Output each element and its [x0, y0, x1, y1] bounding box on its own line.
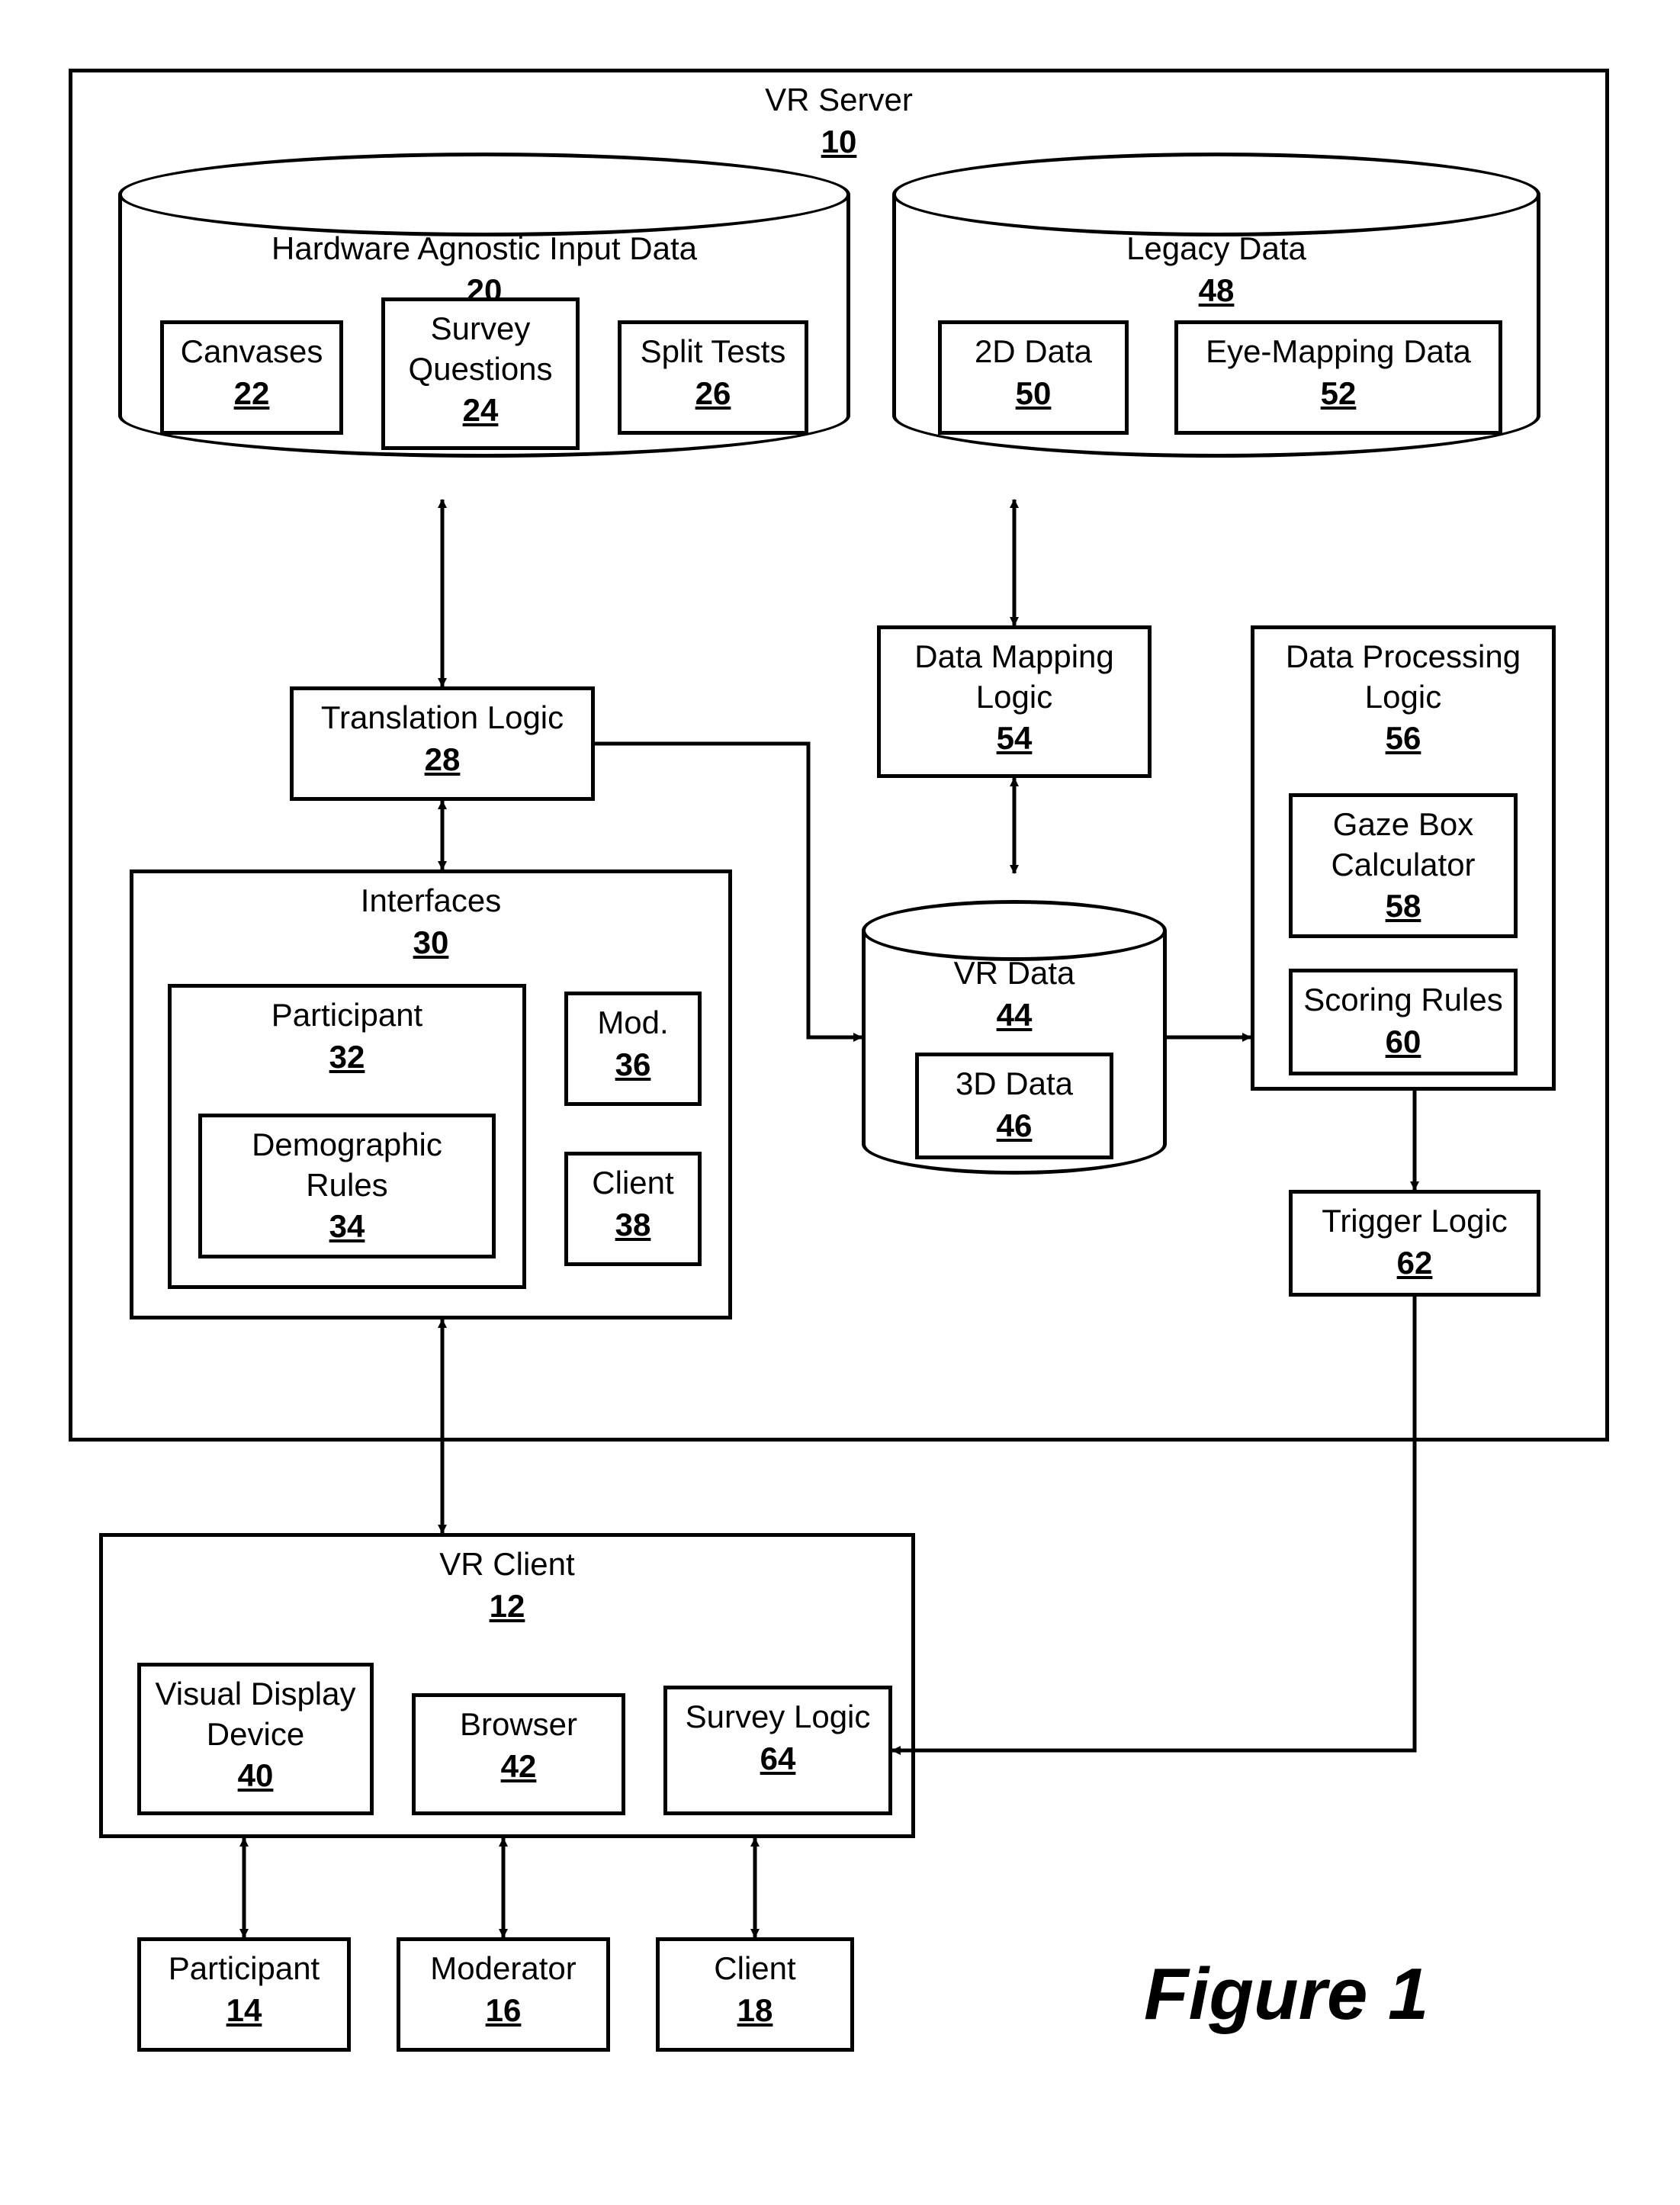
box-label: DemographicRules	[202, 1125, 492, 1205]
box-label: Scoring Rules	[1293, 980, 1514, 1021]
box-number: 32	[172, 1039, 522, 1075]
box-label: Eye-Mapping Data	[1178, 332, 1499, 372]
diagram-canvas: VR Server10Hardware Agnostic Input Data2…	[0, 0, 1680, 2205]
box-label: Participant	[172, 995, 522, 1036]
figure-label: Figure 1	[1144, 1953, 1428, 2036]
box-label: Hardware Agnostic Input Data	[118, 229, 850, 269]
hw_agnostic-title: Hardware Agnostic Input Data20	[118, 229, 850, 309]
box-number: 38	[568, 1207, 698, 1243]
box-number: 10	[72, 124, 1605, 160]
box-number: 60	[1293, 1024, 1514, 1060]
box-label: Canvases	[164, 332, 339, 372]
box-label: Data ProcessingLogic	[1254, 637, 1552, 717]
box-label: 3D Data	[919, 1064, 1110, 1104]
box-number: 56	[1254, 720, 1552, 757]
box-label: Legacy Data	[892, 229, 1540, 269]
d3-box: 3D Data46	[915, 1053, 1113, 1159]
box-number: 48	[892, 272, 1540, 309]
box-number: 46	[919, 1107, 1110, 1144]
box-number: 50	[942, 375, 1125, 412]
box-label: SurveyQuestions	[385, 309, 576, 389]
box-number: 42	[416, 1748, 622, 1785]
gaze_box-box: Gaze BoxCalculator58	[1289, 793, 1518, 938]
demo_rules-box: DemographicRules34	[198, 1114, 496, 1258]
moderator-box: Moderator16	[397, 1937, 610, 2052]
box-number: 16	[400, 1992, 606, 2029]
box-label: Trigger Logic	[1293, 1201, 1537, 1242]
scoring-box: Scoring Rules60	[1289, 969, 1518, 1075]
box-number: 24	[385, 392, 576, 429]
box-label: 2D Data	[942, 332, 1125, 372]
box-label: Split Tests	[622, 332, 805, 372]
box-number: 34	[202, 1208, 492, 1245]
box-number: 64	[667, 1741, 888, 1777]
box-label: Gaze BoxCalculator	[1293, 805, 1514, 885]
box-label: Data MappingLogic	[881, 637, 1148, 717]
box-number: 18	[660, 1992, 850, 2029]
box-number: 22	[164, 375, 339, 412]
browser-box: Browser42	[412, 1693, 625, 1815]
box-label: VR Client	[103, 1544, 911, 1585]
mod-box: Mod.36	[564, 992, 702, 1106]
d2-box: 2D Data50	[938, 320, 1129, 435]
vr_data-title: VR Data44	[862, 953, 1167, 1033]
split_tests-box: Split Tests26	[618, 320, 808, 435]
box-label: Browser	[416, 1705, 622, 1745]
box-number: 40	[141, 1757, 370, 1794]
client_g-box: Client38	[564, 1152, 702, 1266]
box-number: 12	[103, 1588, 911, 1625]
translation-box: Translation Logic28	[290, 686, 595, 801]
trigger-box: Trigger Logic62	[1289, 1190, 1540, 1297]
box-number: 30	[133, 924, 728, 961]
box-label: Interfaces	[133, 881, 728, 921]
hw_agnostic-cyl-top	[118, 153, 850, 236]
box-label: Client	[660, 1949, 850, 1989]
box-label: Visual DisplayDevice	[141, 1674, 370, 1754]
vr_data-cyl-top	[862, 900, 1167, 961]
data_mapping-box: Data MappingLogic54	[877, 625, 1152, 778]
box-label: Moderator	[400, 1949, 606, 1989]
box-number: 52	[1178, 375, 1499, 412]
box-label: VR Data	[862, 953, 1167, 994]
box-number: 36	[568, 1046, 698, 1083]
eye_map-box: Eye-Mapping Data52	[1174, 320, 1502, 435]
box-label: Participant	[141, 1949, 347, 1989]
visual_disp-box: Visual DisplayDevice40	[137, 1663, 374, 1815]
survey_q-box: SurveyQuestions24	[381, 297, 580, 450]
box-label: Survey Logic	[667, 1697, 888, 1737]
survey_logic-box: Survey Logic 64	[663, 1686, 892, 1815]
box-label: Mod.	[568, 1003, 698, 1043]
box-number: 58	[1293, 888, 1514, 924]
box-number: 62	[1293, 1245, 1537, 1281]
box-label: VR Server	[72, 80, 1605, 121]
legacy-title: Legacy Data48	[892, 229, 1540, 309]
box-label: Client	[568, 1163, 698, 1204]
box-number: 26	[622, 375, 805, 412]
box-number: 28	[294, 741, 591, 778]
participant-box: Participant14	[137, 1937, 351, 2052]
box-number: 44	[862, 997, 1167, 1033]
legacy-cyl-top	[892, 153, 1540, 236]
canvases-box: Canvases22	[160, 320, 343, 435]
box-number: 14	[141, 1992, 347, 2029]
box-label: Translation Logic	[294, 698, 591, 738]
client-box: Client18	[656, 1937, 854, 2052]
box-number: 54	[881, 720, 1148, 757]
